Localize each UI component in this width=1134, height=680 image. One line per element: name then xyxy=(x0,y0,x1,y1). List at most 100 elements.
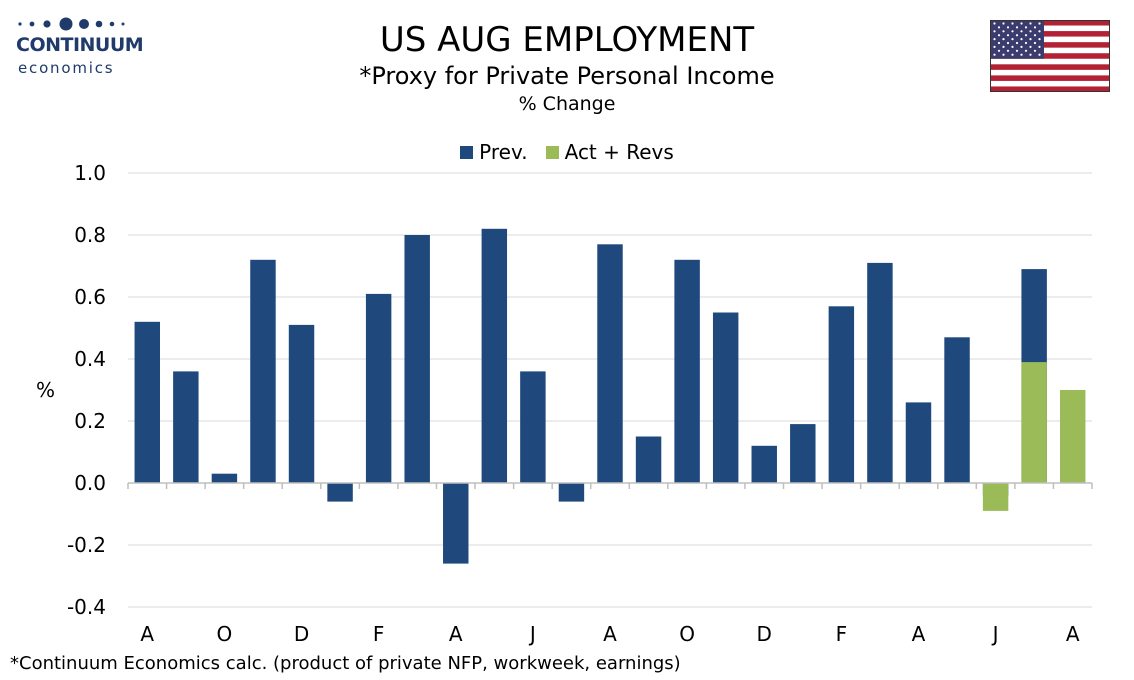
y-tick-label: 1.0 xyxy=(74,161,106,185)
bar-prev xyxy=(327,483,353,502)
continuum-economics-logo: CONTINUUM economics xyxy=(14,14,144,78)
flag-star xyxy=(1015,49,1019,52)
flag-star xyxy=(1015,26,1019,29)
bar-prev xyxy=(751,445,777,483)
flag-star xyxy=(1038,22,1041,25)
flag-star xyxy=(1024,34,1028,37)
bar-prev xyxy=(211,473,238,483)
flag-star xyxy=(1024,26,1028,29)
flag-star xyxy=(1020,45,1023,48)
flag-star xyxy=(1020,53,1023,56)
flag-star xyxy=(1020,22,1023,25)
us-flag-icon xyxy=(990,20,1110,92)
flag-star xyxy=(1033,49,1037,52)
flag-stripe xyxy=(990,31,1110,37)
bar-prev xyxy=(365,293,392,483)
footnote: *Continuum Economics calc. (product of p… xyxy=(10,653,681,674)
flag-star xyxy=(1033,26,1037,29)
flag-star xyxy=(997,41,1001,45)
flag-star xyxy=(1020,30,1023,33)
flag-stripe xyxy=(990,25,1110,32)
flag-star xyxy=(1038,38,1041,41)
bar-prev xyxy=(905,402,932,483)
y-axis-label: % xyxy=(36,378,56,402)
flag-star xyxy=(1011,53,1014,56)
bar-prev xyxy=(443,483,469,564)
bar-prev xyxy=(520,371,546,483)
bar-prev xyxy=(790,424,816,483)
flag-star xyxy=(1024,41,1028,45)
flag-star xyxy=(1002,22,1005,25)
x-tick-label: A xyxy=(603,622,617,646)
flag-star xyxy=(993,22,996,25)
chart-legend: Prev. Act + Revs xyxy=(0,140,1134,164)
flag-star xyxy=(1006,49,1010,52)
logo-name: CONTINUUM xyxy=(16,34,144,56)
flag-star xyxy=(1029,30,1032,33)
legend-item-prev: Prev. xyxy=(460,140,528,164)
flag-star xyxy=(1020,38,1023,41)
flag-star xyxy=(1029,22,1032,25)
bar-prev xyxy=(481,228,508,483)
flag-stripe xyxy=(990,36,1110,43)
flag-star xyxy=(1029,53,1032,56)
x-tick-label: J xyxy=(528,622,536,646)
flag-star xyxy=(1038,53,1041,56)
flag-star xyxy=(1006,26,1010,29)
flag-stripe xyxy=(990,42,1110,48)
flag-star xyxy=(1015,41,1019,45)
flag-star xyxy=(1015,34,1019,37)
flag-star xyxy=(1002,30,1005,33)
flag-stripe xyxy=(990,20,1110,26)
flag-stripe xyxy=(990,47,1110,54)
y-tick-label: 0.8 xyxy=(74,223,106,247)
flag-star xyxy=(1006,41,1010,45)
flag-star xyxy=(1011,45,1014,48)
x-tick-label: O xyxy=(217,622,233,646)
bar-prev xyxy=(635,436,662,483)
x-tick-label: J xyxy=(991,622,999,646)
bar-prev xyxy=(828,306,855,483)
y-tick-label: 0.0 xyxy=(74,471,106,495)
legend-label-prev: Prev. xyxy=(479,140,528,164)
x-tick-label: D xyxy=(294,622,309,646)
flag-star xyxy=(993,53,996,56)
flag-star xyxy=(1006,34,1010,37)
bar-prev xyxy=(404,235,430,483)
bar-chart: 1.0 0.8 0.6 0.4 0.2 0.0 -0.2 -0.4 A O D F A J A O D F A J A xyxy=(67,161,1093,646)
flag-stripe xyxy=(990,64,1110,71)
flag-stripe xyxy=(990,58,1110,65)
flag-star xyxy=(1029,38,1032,41)
x-tick-label: D xyxy=(757,622,772,646)
legend-swatch-act xyxy=(545,145,559,159)
bar-prev xyxy=(288,324,315,483)
flag-stripe xyxy=(990,69,1110,76)
y-tick-label: 0.4 xyxy=(74,347,106,371)
bar-prev xyxy=(173,371,199,483)
x-tick-label: O xyxy=(679,622,695,646)
bar-prev xyxy=(712,312,739,483)
flag-star xyxy=(993,45,996,48)
flag-star xyxy=(1038,45,1041,48)
flag-stripe xyxy=(990,53,1110,59)
x-tick-label: F xyxy=(373,622,385,646)
flag-star xyxy=(997,34,1001,37)
flag-star xyxy=(997,26,1001,29)
bar-act-revs xyxy=(982,483,1009,511)
flag-star xyxy=(1038,30,1041,33)
flag-star xyxy=(1011,30,1014,33)
flag-stripe xyxy=(990,75,1110,82)
chart-unit-subtitle: % Change xyxy=(518,93,616,115)
flag-star xyxy=(997,49,1001,52)
chart-subtitle: *Proxy for Private Personal Income xyxy=(359,62,775,90)
legend-swatch-prev xyxy=(460,145,474,159)
x-tick-label: A xyxy=(140,622,154,646)
y-tick-label: 0.2 xyxy=(74,409,106,433)
y-tick-label: -0.4 xyxy=(67,595,106,619)
bar-prev xyxy=(867,262,893,483)
bar-prev xyxy=(944,337,970,483)
flag-star xyxy=(1024,49,1028,52)
bar-prev xyxy=(134,321,161,483)
logo-dots-icon xyxy=(18,17,125,31)
flag-star xyxy=(1011,38,1014,41)
